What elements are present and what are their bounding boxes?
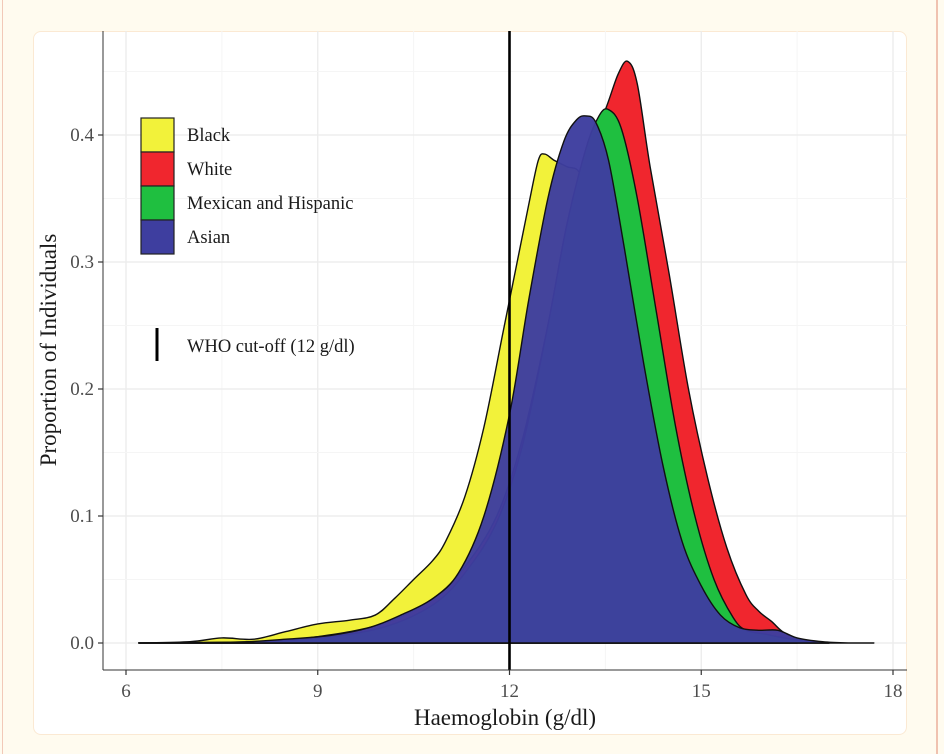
legend-swatch-asian	[140, 219, 175, 255]
x-tick-label: 18	[884, 681, 903, 702]
legend-swatch-white	[140, 151, 175, 187]
y-tick-label: 0.4	[70, 125, 94, 146]
x-tick-label: 9	[313, 681, 323, 702]
density-area-asian	[138, 115, 875, 644]
y-axis-title: Proportion of Individuals	[36, 234, 61, 467]
density-areas	[138, 60, 875, 644]
y-tick-label: 0.3	[70, 252, 94, 273]
legend-label: Black	[187, 126, 231, 146]
legend-swatch-black	[140, 117, 175, 153]
legend-cutoff-label: WHO cut-off (12 g/dl)	[187, 337, 355, 357]
legend-label: Asian	[187, 228, 230, 248]
legend-label: White	[187, 160, 232, 180]
x-tick-label: 12	[500, 681, 519, 702]
x-tick-label: 6	[121, 681, 131, 702]
y-tick-label: 0.2	[70, 379, 94, 400]
legend: Black White Mexican and Hispanic Asian WHO c…	[140, 117, 355, 361]
x-tick-label: 15	[692, 681, 711, 702]
y-tick-label: 0.0	[70, 633, 94, 654]
legend-swatch-mexican-and-hispanic	[140, 185, 175, 221]
legend-label: Mexican and Hispanic	[187, 194, 353, 214]
y-tick-label: 0.1	[70, 506, 94, 527]
x-axis-title: Haemoglobin (g/dl)	[414, 705, 596, 730]
axes: 6 9 12 15 18 0.0 0.1 0.2 0.3 0.4	[70, 31, 907, 702]
